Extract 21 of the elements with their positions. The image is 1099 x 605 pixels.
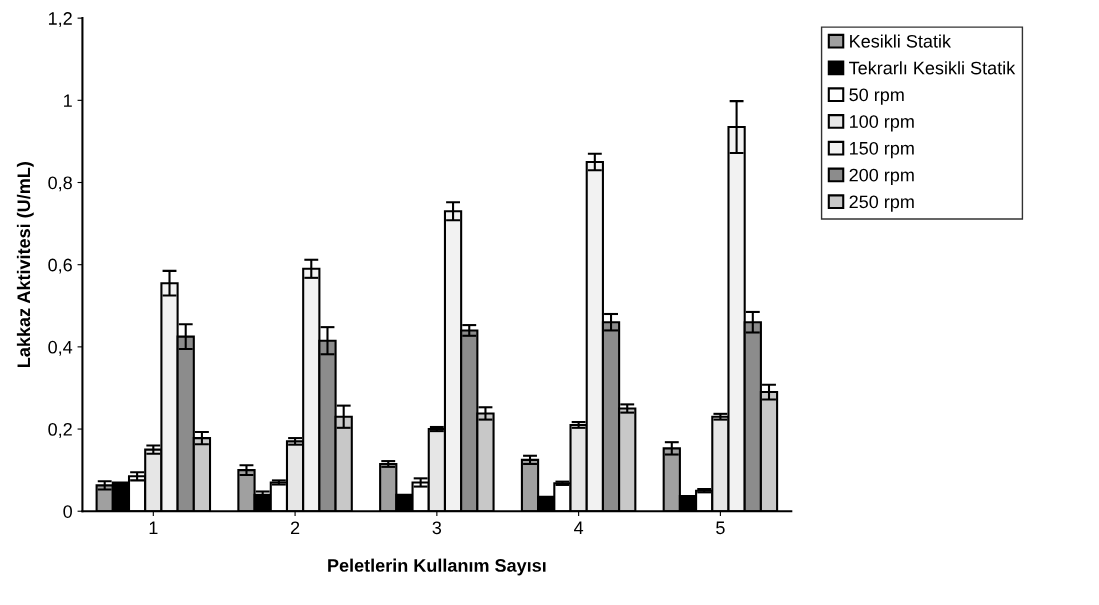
x-tick-label: 4 xyxy=(574,521,584,535)
y-tick-label: 0,6 xyxy=(48,258,72,274)
legend-label: 250 rpm xyxy=(849,195,914,212)
legend-label: Kesikli Statik xyxy=(850,34,952,48)
x-axis-title: Peletlerin Kullanım Sayısı xyxy=(328,558,546,576)
x-tick-label: 1 xyxy=(149,521,158,535)
y-tick-label: 0,2 xyxy=(48,422,72,438)
y-tick-label: 1 xyxy=(64,94,72,107)
y-axis-title: Lakkaz Aktivitesi (U/mL) xyxy=(16,162,34,367)
x-tick-label: 2 xyxy=(290,521,300,535)
y-tick-label: 0,4 xyxy=(48,340,73,356)
y-tick-label: 0 xyxy=(63,505,72,518)
legend-label: 200 rpm xyxy=(849,168,914,186)
x-tick-label: 5 xyxy=(716,521,725,535)
legend-label: 100 rpm xyxy=(850,115,914,132)
legend-label: 50 rpm xyxy=(849,88,904,105)
legend-label: 150 rpm xyxy=(850,141,914,159)
y-tick-label: 0,8 xyxy=(48,176,72,192)
legend-label: Tekrarlı Kesikli Statik xyxy=(849,61,1016,75)
y-tick-label: 1,2 xyxy=(48,12,72,27)
x-tick-label: 3 xyxy=(432,521,442,535)
